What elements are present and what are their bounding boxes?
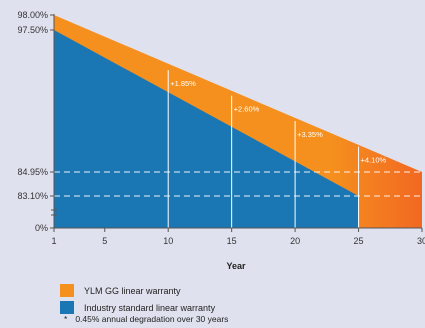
- annotation-label-0: +1.85%: [170, 79, 196, 88]
- x-tick-label-2: 10: [163, 236, 173, 246]
- footnote: * 0.45% annual degradation over 30 years: [64, 314, 228, 324]
- y-tick-label-1: 97.50%: [17, 25, 48, 35]
- x-tick-label-0: 1: [51, 236, 56, 246]
- x-tick-label-3: 15: [227, 236, 237, 246]
- ylm-swatch: [60, 284, 74, 297]
- x-tick-label-6: 30: [417, 236, 425, 246]
- legend-label-ylm: YLM GG linear warranty: [84, 285, 181, 296]
- x-tick-label-4: 20: [290, 236, 300, 246]
- annotation-label-1: +2.60%: [234, 105, 260, 114]
- x-tick-label-1: 5: [102, 236, 107, 246]
- y-tick-label-3: 83.10%: [17, 191, 48, 201]
- industry-swatch: [60, 301, 74, 314]
- annotation-label-2: +3.35%: [297, 130, 323, 139]
- legend-item-industry: Industry standard linear warranty: [60, 299, 215, 316]
- annotation-label-3: +4.10%: [361, 156, 387, 165]
- legend: YLM GG linear warranty Industry standard…: [60, 282, 215, 316]
- legend-item-ylm: YLM GG linear warranty: [60, 282, 215, 299]
- y-tick-label-4: 0%: [35, 223, 48, 233]
- y-tick-label-2: 84.95%: [17, 167, 48, 177]
- x-axis-title: Year: [226, 261, 246, 271]
- footnote-marker: *: [64, 314, 68, 324]
- legend-label-industry: Industry standard linear warranty: [84, 302, 216, 313]
- footnote-text: 0.45% annual degradation over 30 years: [75, 314, 229, 324]
- industry-area: [54, 30, 359, 228]
- y-tick-label-0: 98.00%: [17, 10, 48, 20]
- x-tick-label-5: 25: [354, 236, 364, 246]
